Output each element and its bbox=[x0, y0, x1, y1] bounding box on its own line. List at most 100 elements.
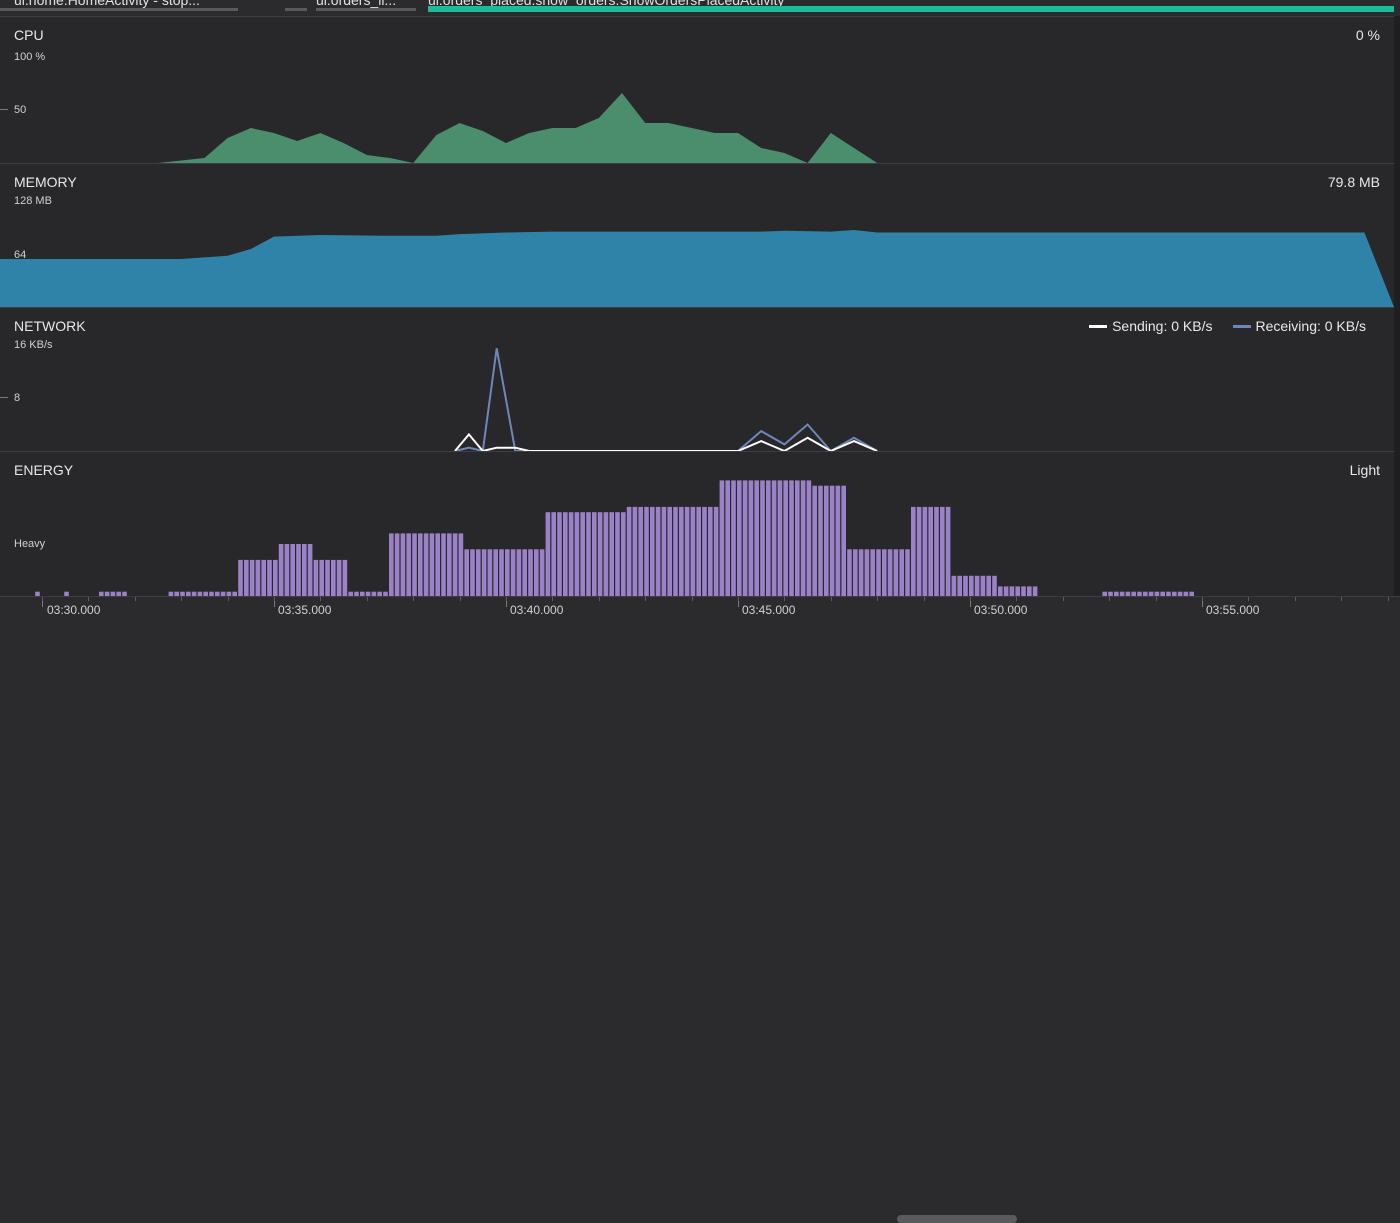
energy-bar bbox=[644, 506, 649, 597]
energy-bar bbox=[35, 591, 40, 597]
energy-bar bbox=[1015, 586, 1020, 597]
energy-bar bbox=[864, 549, 870, 597]
cpu-usage-area bbox=[0, 93, 878, 163]
axis-minor-tick bbox=[42, 597, 43, 601]
energy-bar bbox=[998, 586, 1003, 597]
energy-bar bbox=[725, 480, 730, 597]
energy-bar bbox=[365, 591, 371, 597]
energy-bar bbox=[934, 506, 939, 597]
energy-bar bbox=[290, 544, 295, 597]
energy-panel[interactable]: ENERGY Light Heavy bbox=[0, 451, 1394, 597]
energy-bar bbox=[621, 512, 626, 597]
axis-minor-tick bbox=[784, 597, 786, 601]
axis-tick bbox=[738, 597, 739, 607]
energy-bar bbox=[377, 591, 382, 597]
legend-sending-label: Sending: 0 KB/s bbox=[1112, 318, 1213, 334]
energy-bar bbox=[1160, 591, 1165, 597]
energy-bar bbox=[64, 591, 69, 597]
energy-bar bbox=[522, 549, 527, 597]
energy-bar bbox=[1137, 591, 1142, 597]
activity-home[interactable]: ui.home.HomeActivity - stop... bbox=[14, 0, 200, 8]
energy-bar bbox=[882, 549, 887, 597]
energy-bar bbox=[1177, 591, 1183, 597]
network-receiving-line bbox=[454, 348, 878, 451]
energy-bar bbox=[1032, 586, 1038, 597]
time-axis[interactable]: 03:30.000 03:35.000 03:40.000 03:45.000 … bbox=[0, 596, 1400, 1223]
energy-bar bbox=[1114, 591, 1119, 597]
energy-bar bbox=[186, 591, 191, 597]
activity-orders-placed[interactable]: ui.orders_placed.show_orders.ShowOrdersP… bbox=[428, 0, 785, 8]
energy-bar bbox=[418, 533, 423, 597]
activity-orders-list-bar[interactable] bbox=[316, 8, 416, 11]
energy-bar bbox=[209, 591, 214, 597]
activity-orders-placed-bar[interactable] bbox=[428, 6, 1394, 12]
activity-small-bar[interactable] bbox=[285, 8, 307, 11]
legend-sending: Sending: 0 KB/s bbox=[1089, 318, 1213, 334]
cpu-tick-top: 100 % bbox=[14, 51, 46, 63]
activity-home-bar[interactable] bbox=[0, 8, 238, 11]
timeline-scrollbar[interactable] bbox=[897, 1215, 1017, 1223]
axis-tick bbox=[42, 597, 43, 607]
energy-bar bbox=[238, 559, 243, 597]
axis-label-3: 03:40.000 bbox=[510, 603, 564, 617]
axis-label-5: 03:50.000 bbox=[974, 603, 1028, 617]
energy-bar bbox=[986, 575, 991, 597]
axis-tick bbox=[274, 597, 275, 607]
cpu-panel[interactable]: CPU 0 % 100 % 50 bbox=[0, 16, 1394, 163]
energy-bar bbox=[1166, 591, 1171, 597]
energy-bar bbox=[383, 591, 388, 597]
axis-minor-tick bbox=[1341, 597, 1343, 601]
axis-minor-tick bbox=[274, 597, 275, 601]
energy-bar bbox=[1148, 591, 1154, 597]
energy-bar bbox=[319, 559, 324, 597]
energy-bar bbox=[435, 533, 440, 597]
energy-bar bbox=[1125, 591, 1131, 597]
energy-bar bbox=[684, 506, 690, 597]
axis-minor-tick bbox=[413, 597, 415, 601]
energy-bar bbox=[273, 559, 278, 597]
energy-bar bbox=[708, 506, 713, 597]
energy-bar bbox=[325, 559, 330, 597]
energy-bar bbox=[168, 591, 174, 597]
energy-bar bbox=[661, 506, 667, 597]
energy-bar bbox=[586, 512, 591, 597]
energy-bar bbox=[423, 533, 429, 597]
axis-tick bbox=[1202, 597, 1203, 607]
cpu-chart bbox=[0, 93, 878, 163]
energy-bar bbox=[1189, 591, 1194, 597]
energy-bar bbox=[951, 575, 957, 597]
energy-bar bbox=[104, 591, 110, 597]
axis-minor-tick bbox=[691, 597, 693, 601]
network-chart bbox=[454, 348, 878, 451]
energy-bar bbox=[261, 559, 266, 597]
energy-bar bbox=[516, 549, 522, 597]
activity-orders-list[interactable]: ui.orders_li... bbox=[316, 0, 397, 8]
energy-bar bbox=[226, 591, 232, 597]
energy-bar bbox=[893, 549, 899, 597]
energy-bar bbox=[673, 506, 678, 597]
energy-bar bbox=[650, 506, 655, 597]
network-panel[interactable]: NETWORK Sending: 0 KB/s Receiving: 0 KB/… bbox=[0, 307, 1394, 451]
energy-bar bbox=[110, 591, 116, 597]
energy-bar bbox=[458, 533, 464, 597]
energy-bar bbox=[429, 533, 435, 597]
energy-bar bbox=[342, 559, 348, 597]
axis-label-4: 03:45.000 bbox=[742, 603, 796, 617]
memory-current-value: 79.8 MB bbox=[1327, 174, 1380, 190]
energy-bar bbox=[99, 591, 104, 597]
energy-bar bbox=[215, 591, 220, 597]
energy-bar bbox=[667, 506, 672, 597]
energy-bar bbox=[1003, 586, 1009, 597]
energy-bar bbox=[777, 480, 783, 597]
energy-bar bbox=[963, 575, 968, 597]
axis-minor-tick bbox=[645, 597, 647, 601]
axis-tick bbox=[506, 597, 507, 607]
axis-minor-tick bbox=[1109, 597, 1111, 601]
energy-bar bbox=[499, 549, 504, 597]
energy-bar bbox=[911, 506, 916, 597]
energy-bar bbox=[441, 533, 446, 597]
memory-panel[interactable]: MEMORY 79.8 MB 128 MB 64 bbox=[0, 163, 1394, 307]
energy-bar bbox=[800, 480, 806, 597]
network-tick-mid: 8 bbox=[14, 392, 21, 404]
energy-bar bbox=[1027, 586, 1032, 597]
